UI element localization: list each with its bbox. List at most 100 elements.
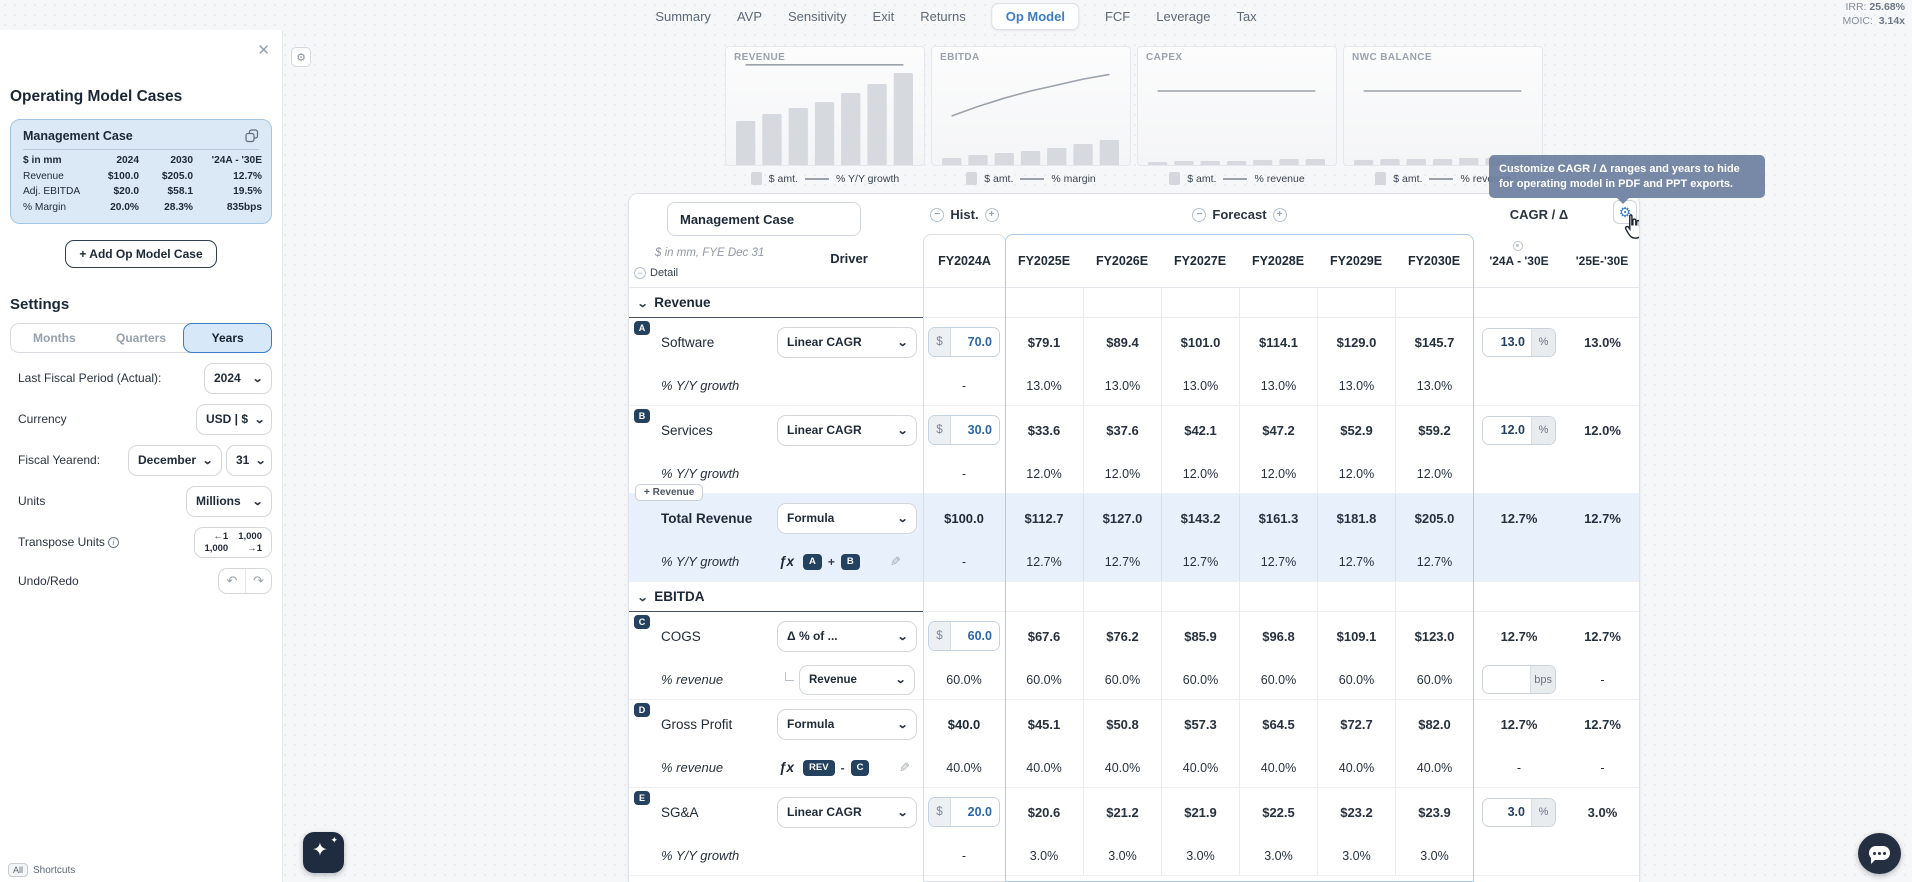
driver-select[interactable]: Formula ⌄ [777,708,917,740]
column-header: FY2030E [1407,254,1461,268]
add-op-model-case-button[interactable]: + Add Op Model Case [65,239,217,268]
chevron-down-icon: ⌄ [201,454,214,467]
shortcuts-all-badge[interactable]: All [8,863,29,877]
formula-chip[interactable]: B [840,553,860,570]
segment-months[interactable]: Months [33,330,76,345]
dollar-input[interactable]: $ [928,797,1000,827]
chart-revenue: REVENUE $ amt.% Y/Y growth [725,46,925,185]
driver-select[interactable]: Formula ⌄ [777,502,917,534]
eye-icon[interactable] [1513,241,1523,251]
driver-select[interactable]: Δ % of ... ⌄ [777,620,917,652]
redo-icon[interactable]: ↷ [245,568,271,593]
segment-years[interactable]: Years [183,322,273,353]
case-card-cell: % Margin [23,201,67,213]
last-fiscal-select[interactable]: 2024 ⌄ [204,362,272,394]
cell-value: 3.0% [1083,836,1161,875]
cell-value: $76.2 [1083,612,1161,660]
tab-exit[interactable]: Exit [872,8,895,24]
case-card-header-cell: 2024 [116,155,139,166]
ai-assistant-button[interactable] [303,832,344,873]
chart-legend: $ amt.% Y/Y growth [725,172,925,185]
tab-avp[interactable]: AVP [736,8,762,24]
panel-collapse-button[interactable]: ⚙ [291,47,311,67]
section-toggle-revenue[interactable]: Revenue [629,288,923,318]
row-label: Total Revenue [661,510,753,526]
sub-row-label: % Y/Y growth [661,848,740,863]
formula-chip[interactable]: A [803,553,822,570]
chart-title: CAPEX [1146,52,1183,63]
detail-collapse-icon[interactable]: − [634,267,646,279]
cell-value: $96.8 [1239,612,1317,660]
case-card-header-cell: 2030 [170,155,193,166]
cell-value: $161.3 [1239,494,1317,542]
chat-support-button[interactable] [1858,833,1901,874]
tab-tax[interactable]: Tax [1236,8,1257,24]
undo-icon[interactable]: ↶ [226,572,238,588]
sub-driver-select[interactable]: Revenue ⌄ [799,664,915,695]
driver-select[interactable]: Linear CAGR ⌄ [777,326,917,358]
cagr-sub-value: - [1600,672,1605,687]
bps-input[interactable]: bps [1482,665,1556,694]
tab-returns[interactable]: Returns [920,8,966,24]
dollar-input[interactable]: $ [928,327,1000,357]
cagr-input[interactable]: % [1482,327,1556,357]
column-header: FY2025E [1017,254,1071,268]
segment-quarters[interactable]: Quarters [115,330,167,345]
cell-value: $64.5 [1239,700,1317,748]
table-row-gross-profit: D Gross Profit Formula ⌄ $40.0 $45.1 $50.8… [629,700,1639,788]
case-card-cell: 28.3% [164,201,193,213]
driver-select[interactable]: Linear CAGR ⌄ [777,796,917,828]
cell-value: 13.0% [1161,366,1239,405]
operating-model-table: −Hist.+ −Forecast+ CAGR / Δ ⚙ $ in mm, F… [628,193,1640,882]
edit-pencil-icon[interactable]: ✎ [899,759,911,775]
fiscal-month-select[interactable]: December ⌄ [128,444,222,476]
hist-add-icon[interactable]: + [984,207,999,222]
cell-value: $20.6 [1027,804,1061,820]
dollar-input[interactable]: $ [928,621,1000,651]
period-segmented-control: Months Quarters Years [10,322,273,353]
chevron-down-icon: ⌄ [896,512,909,525]
management-case-card[interactable]: Management Case $ in mm 2024 2030 '24A - '3… [10,119,272,224]
cell-value: $21.2 [1083,788,1161,836]
case-card-header-cell: $ in mm [23,155,62,166]
tab-summary[interactable]: Summary [655,8,711,24]
edit-pencil-icon[interactable]: ✎ [889,553,901,569]
dollar-input[interactable]: $ [928,415,1000,445]
units-select[interactable]: Millions ⌄ [186,485,272,517]
info-icon[interactable]: i [107,537,119,548]
cell-value: $37.6 [1083,406,1161,454]
add-revenue-row-button[interactable]: + Revenue [635,484,704,501]
section-header-ebitda: EBITDA [629,582,1639,612]
cagr-input[interactable]: % [1482,797,1556,827]
table-row-total-revenue: + Revenue Total Revenue Formula ⌄ $100.0 … [629,484,1639,582]
cell-value: $57.3 [1161,700,1239,748]
tab-leverage[interactable]: Leverage [1156,8,1211,24]
section-toggle-ebitda[interactable]: EBITDA [629,582,923,612]
tab-fcf[interactable]: FCF [1104,8,1131,24]
sub-row-label: % Y/Y growth [661,466,740,481]
hist-sub-value: 40.0% [946,760,982,775]
currency-select[interactable]: USD | $ ⌄ [196,403,272,435]
case-card-cell: 20.0% [110,201,139,213]
case-name-input[interactable] [667,202,861,236]
driver-select[interactable]: Linear CAGR ⌄ [777,414,917,446]
forecast-remove-icon[interactable]: − [1192,207,1207,222]
row-badge: D [634,703,650,717]
transpose-units-button[interactable]: ←1 1,000 1,000 →1 [194,526,272,558]
detail-toggle[interactable]: − Detail [634,267,678,279]
forecast-add-icon[interactable]: + [1272,207,1287,222]
close-icon[interactable]: ✕ [257,42,270,59]
cell-value: $114.1 [1239,318,1317,366]
cell-value: $127.0 [1083,494,1161,542]
copy-icon[interactable] [245,129,259,143]
formula-chip[interactable]: C [850,759,870,776]
hist-remove-icon[interactable]: − [930,207,945,222]
tab-op-model[interactable]: Op Model [991,2,1079,30]
formula-chip[interactable]: REV [803,759,835,776]
cell-value: $82.0 [1395,700,1473,748]
cagr-input[interactable]: % [1482,415,1556,445]
cell-value: 13.0% [1239,366,1317,405]
tab-sensitivity[interactable]: Sensitivity [788,8,847,24]
fiscal-day-select[interactable]: 31 ⌄ [226,444,272,476]
chart-title: EBITDA [940,52,980,63]
